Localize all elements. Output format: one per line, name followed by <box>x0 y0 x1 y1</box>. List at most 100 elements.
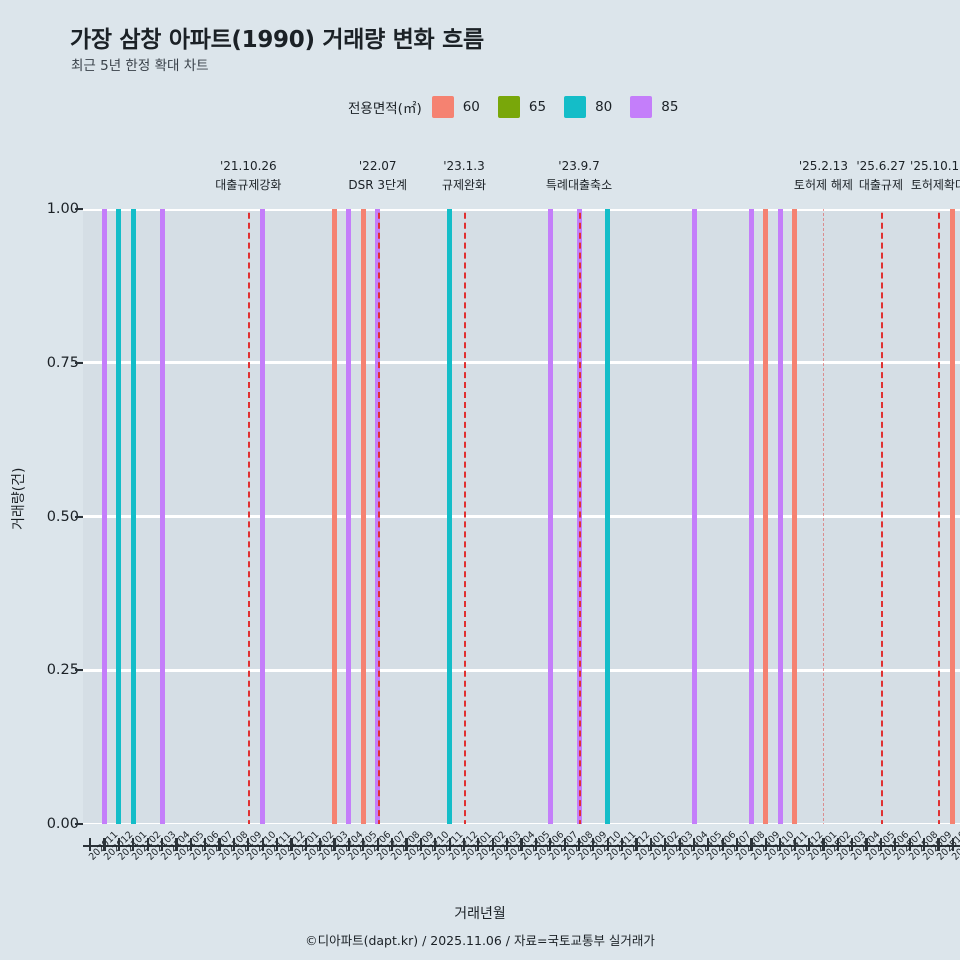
gridline <box>83 209 960 211</box>
x-axis-tick-mark <box>448 838 451 851</box>
legend: 전용면적(㎡) 60 65 80 85 <box>348 96 696 118</box>
y-axis-tick: 0.75 <box>0 355 79 371</box>
annotation-date: '21.10.26 <box>219 159 277 173</box>
bar[interactable] <box>777 209 783 824</box>
legend-item[interactable]: 60 <box>431 96 480 118</box>
x-axis-tick-mark <box>678 838 681 851</box>
bar[interactable] <box>749 209 755 824</box>
bar[interactable] <box>360 209 366 824</box>
legend-title: 전용면적(㎡) <box>348 101 422 117</box>
bar[interactable] <box>447 209 453 824</box>
x-axis-tick-mark <box>649 838 652 851</box>
bar[interactable] <box>950 209 956 824</box>
y-axis-tick-mark <box>75 669 83 672</box>
x-axis-label: 거래년월 <box>454 906 506 922</box>
x-axis-tick-mark <box>304 838 307 851</box>
x-axis-tick-mark <box>736 838 739 851</box>
x-axis-tick-mark <box>707 838 710 851</box>
x-axis-tick-mark <box>405 838 408 851</box>
x-axis-tick-mark <box>232 838 236 851</box>
annotation-line <box>377 209 380 824</box>
x-axis-tick-mark <box>189 838 192 851</box>
x-axis-tick-mark <box>218 838 221 851</box>
annotation-date: '23.9.7 <box>558 159 600 173</box>
y-axis-tick-label: 0.00 <box>46 816 79 832</box>
x-axis-tick-mark <box>175 838 178 851</box>
x-axis-tick-mark <box>563 838 566 851</box>
legend-swatch-icon <box>431 96 454 118</box>
annotation-label: '25.10.15 토허제확대 <box>910 157 960 194</box>
x-axis-tick-mark <box>160 838 164 851</box>
x-axis-tick-mark <box>117 838 121 851</box>
bar[interactable] <box>605 209 611 824</box>
bar[interactable] <box>332 209 338 824</box>
x-axis-tick-mark <box>750 838 753 851</box>
gridline <box>83 361 960 365</box>
annotation-text: 토허제확대 <box>910 177 960 192</box>
x-axis-tick-mark <box>577 838 581 851</box>
y-axis-tick-label: 1.00 <box>46 201 79 217</box>
y-axis-tick-label: 0.75 <box>46 354 79 371</box>
x-axis-tick-mark <box>922 838 926 851</box>
x-axis-tick-mark <box>865 838 868 851</box>
bar[interactable] <box>159 209 165 824</box>
x-axis-tick-mark <box>477 838 480 851</box>
x-axis-tick-mark <box>621 838 624 851</box>
x-axis-tick-mark <box>506 838 509 851</box>
x-axis-tick-mark <box>951 838 954 851</box>
x-axis-tick-mark <box>764 838 767 851</box>
x-axis-tick-mark <box>664 838 667 851</box>
legend-swatch-icon <box>564 96 587 118</box>
x-axis-tick-mark <box>290 838 293 851</box>
gridline <box>83 515 960 518</box>
x-axis-tick-mark <box>275 838 279 851</box>
x-axis-tick-mark <box>937 838 940 851</box>
x-axis-tick-mark <box>204 838 207 851</box>
annotation-label: '23.9.7 특례대출축소 <box>546 157 612 194</box>
legend-swatch-icon <box>630 96 653 118</box>
x-axis-tick-mark <box>793 838 796 851</box>
legend-item[interactable]: 65 <box>497 96 546 118</box>
x-axis-tick-mark <box>851 838 854 851</box>
x-axis-tick-mark <box>721 838 724 851</box>
x-axis-tick-mark <box>879 838 882 851</box>
bar[interactable] <box>102 209 108 824</box>
y-axis-tick-mark <box>75 361 83 364</box>
bar[interactable] <box>547 209 553 824</box>
legend-swatch-icon <box>497 96 520 118</box>
annotation-text: 규제완화 <box>441 177 487 192</box>
page-title: 가장 삼창 아파트(1990) 거래량 변화 흐름 <box>70 27 484 53</box>
x-axis-tick-mark <box>549 838 552 851</box>
bar[interactable] <box>346 209 352 824</box>
bar[interactable] <box>116 209 122 824</box>
x-axis-tick-mark <box>807 838 811 851</box>
bar[interactable] <box>792 209 798 824</box>
annotation-line <box>463 209 466 824</box>
bar[interactable] <box>260 209 266 824</box>
plot-area <box>83 209 960 824</box>
annotation-line <box>880 209 883 824</box>
annotation-line <box>248 209 251 824</box>
bar[interactable] <box>130 209 136 824</box>
x-axis-tick-mark <box>419 838 422 851</box>
legend-item[interactable]: 85 <box>630 96 678 118</box>
y-axis-tick-label: 0.50 <box>46 508 79 525</box>
x-axis-tick-mark <box>692 838 696 851</box>
legend-item-label: 60 <box>462 99 480 115</box>
x-axis-tick-mark <box>146 838 149 851</box>
page-subtitle: 최근 5년 한정 확대 차트 <box>71 58 209 74</box>
bar[interactable] <box>763 209 769 824</box>
y-axis-tick-mark <box>75 515 83 518</box>
legend-item[interactable]: 80 <box>564 96 612 118</box>
x-axis-tick-mark <box>520 838 523 851</box>
x-axis-tick-mark <box>822 838 825 851</box>
bar[interactable] <box>691 209 697 824</box>
y-axis-tick-label: 0.25 <box>46 662 79 679</box>
x-axis-tick-mark <box>592 838 595 851</box>
x-axis-tick-mark <box>491 838 494 851</box>
x-axis-tick-mark <box>247 838 250 851</box>
annotation-text: DSR 3단계 <box>348 177 408 192</box>
annotation-text: 대출규제강화 <box>215 177 282 192</box>
x-axis-tick-mark <box>333 838 336 851</box>
